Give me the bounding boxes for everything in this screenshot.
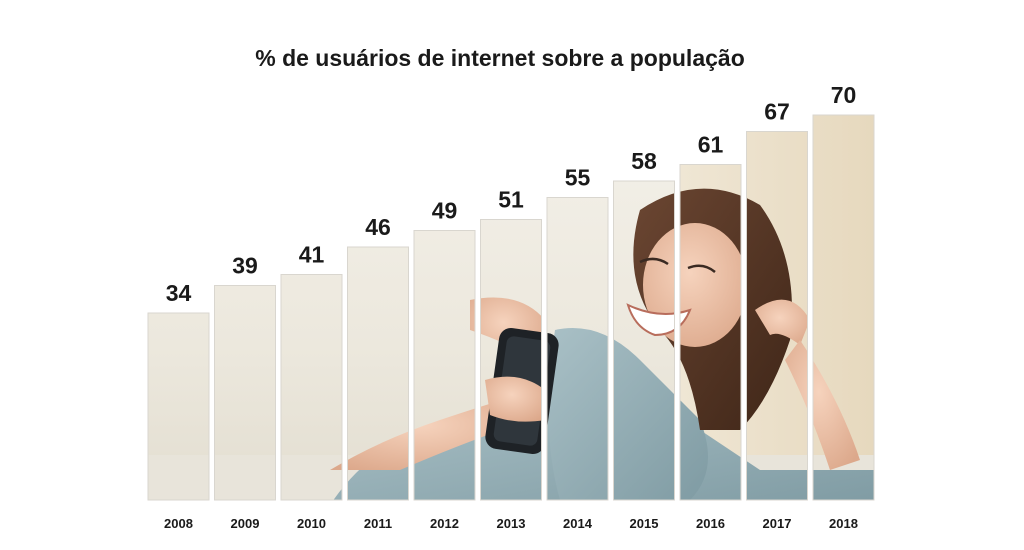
value-label-2012: 49 [432, 198, 458, 224]
bar-gap [209, 311, 213, 500]
value-label-2017: 67 [764, 99, 790, 125]
bar-gap [674, 179, 679, 500]
value-label-2008: 34 [166, 280, 192, 306]
bar-gap [608, 195, 612, 500]
bar-gap [475, 228, 479, 500]
x-tick-2017: 2017 [763, 516, 792, 531]
x-tick-2010: 2010 [297, 516, 326, 531]
bar-gap [874, 113, 878, 500]
bar-2008 [147, 312, 210, 501]
bar-gap [408, 245, 413, 500]
bar-gap [541, 217, 546, 500]
value-label-2013: 51 [498, 187, 524, 213]
bar-2015 [613, 180, 675, 501]
bar-2016 [679, 164, 742, 501]
value-label-2011: 46 [365, 214, 391, 240]
value-label-2016: 61 [698, 132, 724, 158]
bar-photo-fill [148, 115, 874, 500]
bar-2010 [280, 274, 343, 501]
x-axis-tick-labels: 2008 2009 2010 2011 2012 2013 2014 2015 2016 2017… [164, 516, 858, 531]
value-label-2009: 39 [232, 253, 258, 279]
bar-2018 [812, 114, 875, 501]
x-tick-2008: 2008 [164, 516, 193, 531]
x-tick-2013: 2013 [497, 516, 526, 531]
bar-2011 [347, 246, 409, 501]
x-tick-2014: 2014 [563, 516, 593, 531]
bar-2014 [546, 197, 609, 501]
value-labels: 34 39 41 46 49 51 55 58 61 67 70 [166, 82, 857, 306]
bar-separators [209, 113, 878, 500]
bar-2013 [480, 219, 542, 501]
x-tick-2015: 2015 [630, 516, 659, 531]
bar-gap [741, 162, 745, 500]
x-tick-2018: 2018 [829, 516, 858, 531]
value-label-2014: 55 [565, 165, 591, 191]
bar-gap [807, 129, 812, 500]
value-label-2018: 70 [831, 82, 857, 108]
bar-2009 [214, 285, 276, 501]
bar-2017 [746, 131, 808, 501]
value-label-2015: 58 [631, 148, 657, 174]
bars [147, 114, 875, 501]
chart-title: % de usuários de internet sobre a popula… [255, 45, 745, 71]
x-tick-2011: 2011 [364, 516, 392, 531]
x-tick-2012: 2012 [430, 516, 459, 531]
value-label-2010: 41 [299, 242, 325, 268]
x-tick-2009: 2009 [231, 516, 260, 531]
x-tick-2016: 2016 [696, 516, 725, 531]
bar-gap [275, 283, 280, 500]
bar-gap [342, 272, 346, 500]
bar-2012 [413, 230, 476, 501]
